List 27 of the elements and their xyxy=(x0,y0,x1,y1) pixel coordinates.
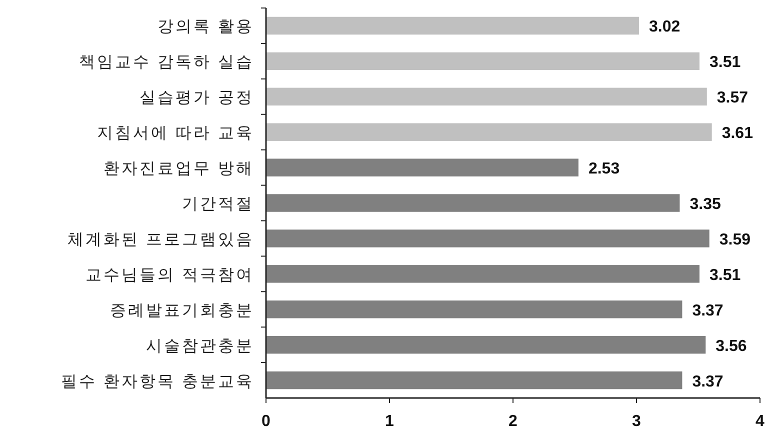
data-label: 3.37 xyxy=(692,302,724,320)
y-tick-label: 환자진료업무 방해 xyxy=(104,160,254,178)
x-tick-label: 2 xyxy=(508,413,518,430)
y-tick-label: 지침서에 따라 교육 xyxy=(97,125,254,142)
y-tick-label: 책임교수 감독하 실습 xyxy=(79,54,254,72)
x-tick-label: 0 xyxy=(262,413,271,430)
y-tick-label: 필수 환자항목 충분교육 xyxy=(61,373,254,390)
y-tick-label: 시술참관충분 xyxy=(146,338,254,355)
y-tick-label: 교수님들의 적극참여 xyxy=(86,266,254,284)
x-tick-label: 4 xyxy=(756,413,765,430)
data-label: 3.02 xyxy=(648,18,680,36)
y-tick-label: 증례발표기회충분 xyxy=(110,302,254,320)
data-label: 3.51 xyxy=(709,266,741,284)
data-label: 3.59 xyxy=(719,231,751,248)
data-label: 2.53 xyxy=(588,160,620,178)
y-tick-label: 실습평가 공정 xyxy=(140,90,254,107)
data-label: 3.56 xyxy=(716,338,747,355)
data-label: 3.61 xyxy=(722,125,754,142)
data-label: 3.51 xyxy=(709,54,741,72)
y-tick-label: 기간적절 xyxy=(182,196,254,213)
x-tick-label: 3 xyxy=(632,413,642,430)
x-tick-label: 1 xyxy=(385,413,394,430)
y-tick-label: 강의록 활용 xyxy=(158,18,254,36)
data-label: 3.37 xyxy=(692,373,724,390)
y-tick-label: 체계화된 프로그램있음 xyxy=(68,231,254,248)
data-label: 3.57 xyxy=(716,90,748,107)
data-label: 3.35 xyxy=(690,196,721,213)
